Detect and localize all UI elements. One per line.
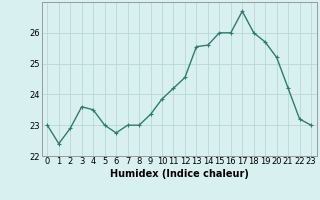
X-axis label: Humidex (Indice chaleur): Humidex (Indice chaleur) — [110, 169, 249, 179]
